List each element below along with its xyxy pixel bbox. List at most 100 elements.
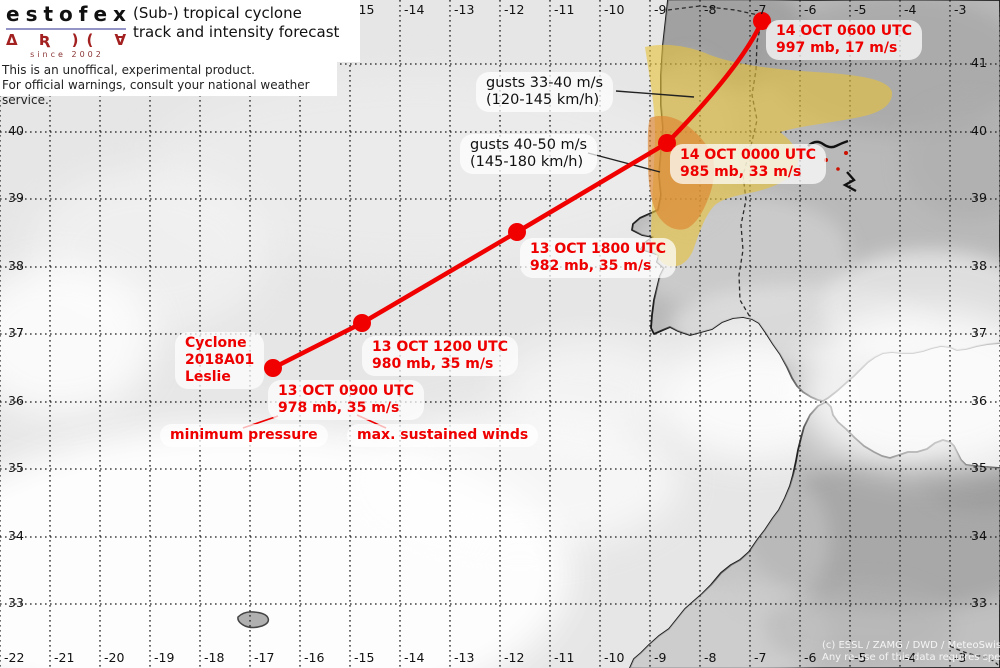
lon-label-bottom: -12 xyxy=(504,650,525,665)
lon-label-top: -8 xyxy=(704,2,717,17)
waypoint-time: 13 OCT 1200 UTC xyxy=(372,339,508,355)
waypoint-time: 13 OCT 1800 UTC xyxy=(530,241,666,257)
lat-label-left: 35 xyxy=(8,460,24,475)
lon-label-top: -4 xyxy=(904,2,917,17)
lat-label-left: 40 xyxy=(8,123,24,138)
lat-label-right: 36 xyxy=(971,393,987,408)
lon-label-bottom: -18 xyxy=(204,650,225,665)
lon-label-bottom: -3 xyxy=(954,650,967,665)
track-waypoint-dot xyxy=(264,359,282,377)
lat-label-left: 36 xyxy=(8,393,24,408)
cyclone-name-label: Cyclone 2018A01 Leslie xyxy=(175,332,265,389)
title-line-2: track and intensity forecast xyxy=(133,23,340,41)
lat-label-right: 39 xyxy=(971,190,987,205)
lon-label-bottom: -13 xyxy=(454,650,475,665)
pointer-gusts-outer xyxy=(615,90,695,98)
red-speck xyxy=(844,151,848,155)
lon-label-top: -7 xyxy=(754,2,767,17)
waypoint-intensity: 982 mb, 35 m/s xyxy=(530,258,652,274)
lon-label-bottom: -7 xyxy=(754,650,767,665)
logo-tagline: since 2002 xyxy=(30,50,104,59)
track-waypoint-dot xyxy=(753,12,771,30)
logo-rune-icons: Δ Ʀ )( ∀ xyxy=(6,31,135,49)
cyclone-id: 2018A01 xyxy=(185,352,255,368)
logo-underline xyxy=(6,28,126,30)
lat-label-left: 39 xyxy=(8,190,24,205)
lon-label-bottom: -8 xyxy=(704,650,717,665)
lat-label-right: 37 xyxy=(971,325,987,340)
waypoint-intensity: 997 mb, 17 m/s xyxy=(776,40,898,56)
copyright-notice: (c) ESSL / ZAMG / DWD / MeteoSwiss / NO … xyxy=(822,640,1000,663)
disclaimer-line-1: This is an unoffical, experimental produ… xyxy=(2,63,255,77)
madeira-island xyxy=(237,611,270,629)
lat-label-left: 37 xyxy=(8,325,24,340)
lat-label-right: 38 xyxy=(971,258,987,273)
disclaimer-line-2: For official warnings, consult your nati… xyxy=(2,78,310,107)
gusts-inner-label: gusts 40-50 m/s (145-180 km/h) xyxy=(460,134,598,174)
lat-label-left: 34 xyxy=(8,528,24,543)
track-waypoint-dot xyxy=(508,223,526,241)
lon-label-bottom: -17 xyxy=(254,650,275,665)
river-mark-1 xyxy=(807,139,849,149)
lon-label-bottom: -5 xyxy=(854,650,867,665)
lon-label-bottom: -15 xyxy=(354,650,375,665)
page-title: (Sub-) tropical cyclone track and intens… xyxy=(133,4,339,42)
lon-label-bottom: -4 xyxy=(904,650,917,665)
track-waypoint-dot xyxy=(658,134,676,152)
waypoint-label-0000: 14 OCT 0000 UTC 985 mb, 33 m/s xyxy=(670,144,826,184)
lon-label-top: -3 xyxy=(954,2,967,17)
cyclone-word: Cyclone xyxy=(185,335,247,351)
waypoint-time: 14 OCT 0000 UTC xyxy=(680,147,816,163)
lat-label-left: 33 xyxy=(8,595,24,610)
waypoint-label-1800: 13 OCT 1800 UTC 982 mb, 35 m/s xyxy=(520,238,676,278)
cyclone-name: Leslie xyxy=(185,369,231,385)
header-box: estofex Δ Ʀ )( ∀ since 2002 (Sub-) tropi… xyxy=(0,0,360,62)
river-mark-2 xyxy=(842,171,857,193)
estofex-logo: estofex Δ Ʀ )( ∀ since 2002 xyxy=(6,2,128,59)
title-line-1: (Sub-) tropical cyclone xyxy=(133,4,302,22)
lon-label-top: -12 xyxy=(504,2,525,17)
cyclone-track xyxy=(264,12,771,377)
pointer-gusts-inner xyxy=(587,152,661,173)
cloud-alboran xyxy=(795,310,1000,470)
disclaimer: This is an unoffical, experimental produ… xyxy=(0,62,337,107)
track-waypoint-dot xyxy=(353,314,371,332)
lon-label-top: -11 xyxy=(554,2,575,17)
gusts-outer-label: gusts 33-40 m/s (120-145 km/h) xyxy=(476,72,614,112)
lon-label-bottom: -19 xyxy=(154,650,175,665)
waypoint-intensity: 980 mb, 35 m/s xyxy=(372,356,494,372)
lat-label-right: 34 xyxy=(971,528,987,543)
lat-label-right: 33 xyxy=(971,595,987,610)
lon-label-top: -13 xyxy=(454,2,475,17)
waypoint-intensity: 978 mb, 35 m/s xyxy=(278,400,400,416)
lon-label-bottom: -20 xyxy=(104,650,125,665)
lon-label-bottom: -16 xyxy=(304,650,325,665)
lat-label-right: 35 xyxy=(971,460,987,475)
waypoint-label-1200: 13 OCT 1200 UTC 980 mb, 35 m/s xyxy=(362,336,518,376)
lon-label-top: -10 xyxy=(604,2,625,17)
border-bottom-right xyxy=(949,645,999,666)
max-winds-label: max. sustained winds xyxy=(347,424,539,447)
lon-label-top: -5 xyxy=(854,2,867,17)
waypoint-time: 14 OCT 0600 UTC xyxy=(776,23,912,39)
waypoint-intensity: 985 mb, 33 m/s xyxy=(680,164,802,180)
min-pressure-label: minimum pressure xyxy=(160,424,328,447)
lon-label-bottom: -21 xyxy=(54,650,75,665)
lon-label-top: -14 xyxy=(404,2,425,17)
lat-label-right: 40 xyxy=(971,123,987,138)
lon-label-bottom: -6 xyxy=(804,650,817,665)
lon-label-top: -9 xyxy=(654,2,667,17)
waypoint-label-0900: 13 OCT 0900 UTC 978 mb, 35 m/s xyxy=(268,380,424,420)
lon-label-bottom: -11 xyxy=(554,650,575,665)
lon-label-top: -6 xyxy=(804,2,817,17)
red-speck xyxy=(836,167,840,171)
lon-label-bottom: -22 xyxy=(4,650,25,665)
lon-label-bottom: -9 xyxy=(654,650,667,665)
logo-wordmark: estofex xyxy=(6,2,132,26)
lon-label-bottom: -14 xyxy=(404,650,425,665)
lat-label-right: 41 xyxy=(971,55,987,70)
waypoint-time: 13 OCT 0900 UTC xyxy=(278,383,414,399)
waypoint-label-0600: 14 OCT 0600 UTC 997 mb, 17 m/s xyxy=(766,20,922,60)
lon-label-bottom: -10 xyxy=(604,650,625,665)
